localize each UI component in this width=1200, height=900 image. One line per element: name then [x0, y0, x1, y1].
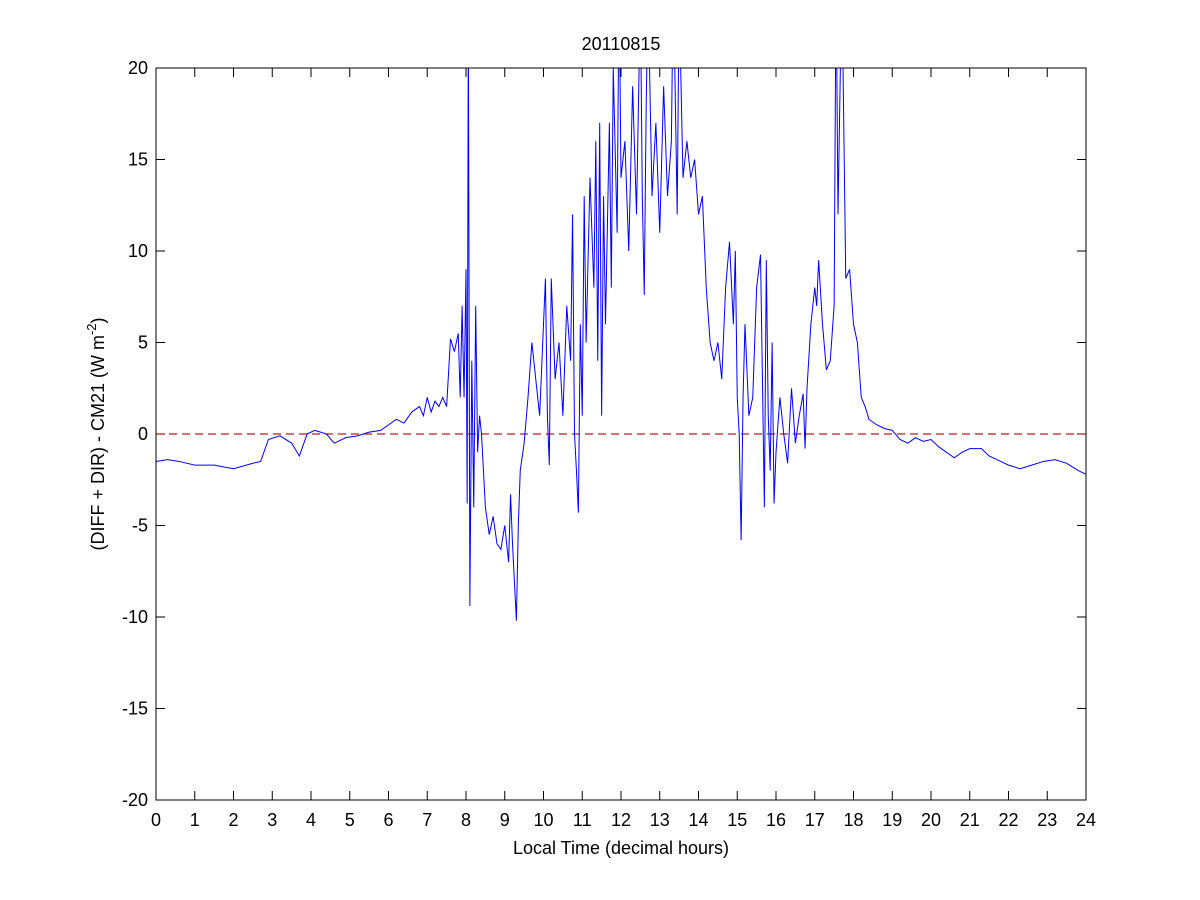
y-tick-label: 0	[138, 424, 148, 444]
x-tick-label: 16	[766, 810, 786, 830]
y-tick-label: -15	[122, 699, 148, 719]
x-tick-label: 15	[727, 810, 747, 830]
x-tick-label: 9	[500, 810, 510, 830]
axes-frame	[155, 67, 1087, 801]
x-tick-label: 22	[998, 810, 1018, 830]
y-tick-label: -20	[122, 790, 148, 810]
x-tick-label: 19	[882, 810, 902, 830]
data-line	[156, 68, 1086, 621]
x-tick-label: 5	[345, 810, 355, 830]
y-axis-label-text: (DIFF + DIR) - CM21 (W m	[88, 335, 108, 550]
y-axis-label-suffix: )	[88, 317, 108, 323]
y-tick-label: -5	[132, 516, 148, 536]
x-tick-label: 18	[843, 810, 863, 830]
x-tick-label: 1	[190, 810, 200, 830]
x-tick-label: 8	[461, 810, 471, 830]
y-tick-label: 20	[128, 58, 148, 78]
x-tick-label: 23	[1037, 810, 1057, 830]
x-tick-label: 6	[383, 810, 393, 830]
x-tick-label: 14	[688, 810, 708, 830]
y-axis-label-superscript: -2	[84, 323, 99, 335]
x-tick-label: 21	[960, 810, 980, 830]
x-tick-label: 13	[650, 810, 670, 830]
x-tick-label: 0	[151, 810, 161, 830]
x-tick-label: 20	[921, 810, 941, 830]
x-tick-label: 4	[306, 810, 316, 830]
y-tick-label: 5	[138, 333, 148, 353]
y-tick-label: 10	[128, 241, 148, 261]
x-tick-label: 24	[1076, 810, 1096, 830]
x-tick-label: 3	[267, 810, 277, 830]
x-tick-label: 7	[422, 810, 432, 830]
chart-title: 20110815	[582, 34, 661, 54]
y-tick-label: -10	[122, 607, 148, 627]
x-tick-label: 12	[611, 810, 631, 830]
x-axis-label: Local Time (decimal hours)	[513, 838, 729, 858]
x-tick-label: 10	[533, 810, 553, 830]
y-tick-label: 15	[128, 150, 148, 170]
x-tick-label: 17	[805, 810, 825, 830]
y-axis-label: (DIFF + DIR) - CM21 (W m-2)	[84, 317, 108, 550]
x-tick-label: 2	[228, 810, 238, 830]
x-tick-label: 11	[573, 810, 592, 830]
